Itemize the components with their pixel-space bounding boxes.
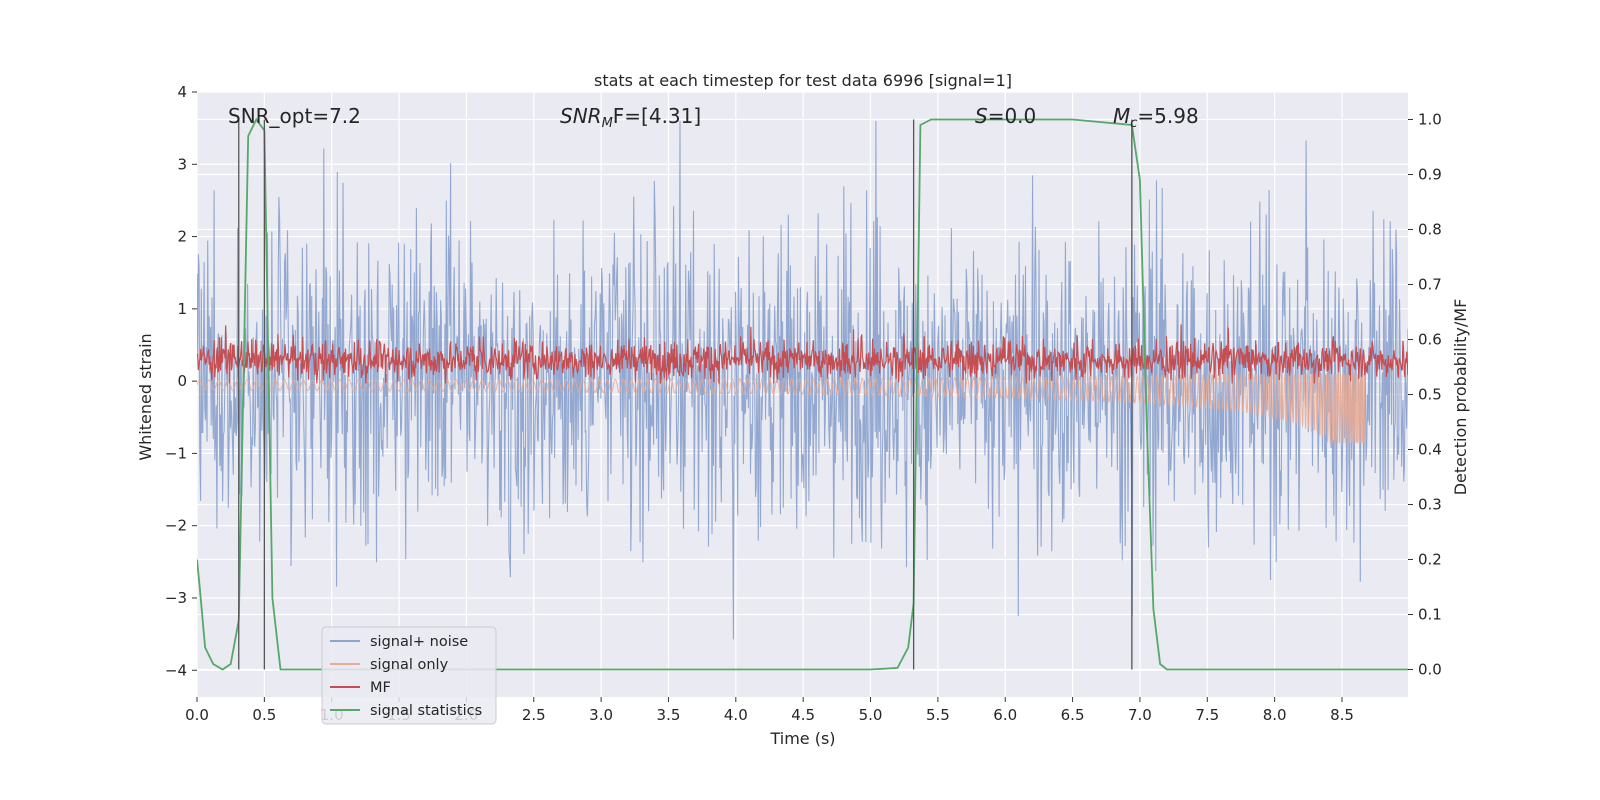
y-axis-label-right: Detection probability/MF (1451, 299, 1470, 496)
x-tick-label: 3.0 (589, 706, 613, 724)
x-tick-label: 8.0 (1263, 706, 1287, 724)
annotation-snr-mf-val: F=[4.31] (613, 104, 701, 128)
annotation-mc: Mc=5.98 (1113, 104, 1199, 131)
y-tick-label-left: 1 (177, 300, 187, 318)
y-tick-label-left: −1 (165, 444, 187, 462)
x-tick-label: 6.5 (1061, 706, 1085, 724)
y-tick-label-right: 0.6 (1418, 331, 1442, 349)
series-mf (197, 324, 1408, 384)
annotation-s: S=0.0 (975, 104, 1036, 128)
x-tick-label: 4.0 (724, 706, 748, 724)
x-tick-label: 0.5 (252, 706, 276, 724)
y-tick-label-right: 0.8 (1418, 221, 1442, 239)
vertical-marker-lines (238, 119, 1133, 670)
y-tick-label-left: 4 (177, 83, 187, 101)
annotation-snr-mf-sub: M (602, 116, 613, 131)
legend-label: signal statistics (370, 703, 482, 719)
x-tick-label: 5.0 (859, 706, 883, 724)
legend-label: MF (370, 680, 391, 696)
legend-label: signal only (370, 657, 449, 673)
x-tick-label: 0.0 (185, 706, 209, 724)
annotation-mc-sub: c (1130, 116, 1137, 131)
y-tick-label-left: 3 (177, 155, 187, 173)
annotation-s-val: =0.0 (988, 104, 1037, 128)
x-tick-label: 2.5 (522, 706, 546, 724)
series-layer (197, 117, 1408, 671)
chart-title: stats at each timestep for test data 699… (594, 71, 1012, 90)
y-tick-label-right: 0.0 (1418, 661, 1442, 679)
legend-label: signal+ noise (370, 634, 468, 650)
y-tick-label-right: 0.3 (1418, 496, 1442, 514)
y-tick-label-right: 0.9 (1418, 166, 1442, 184)
y-tick-label-right: 0.4 (1418, 441, 1442, 459)
y-tick-label-right: 0.5 (1418, 386, 1442, 404)
y-tick-label-right: 0.7 (1418, 276, 1442, 294)
annotation-mc-var: M (1113, 104, 1130, 128)
annotation-s-var: S (975, 104, 988, 128)
y-axis-label-left: Whitened strain (136, 333, 155, 460)
x-tick-label: 5.5 (926, 706, 950, 724)
annotation-snr-opt: SNR_opt=7.2 (228, 104, 361, 128)
y-tick-label-left: 0 (177, 372, 187, 390)
legend-frame (321, 626, 497, 725)
y-tick-label-right: 0.1 (1418, 606, 1442, 624)
axis-ticks: 0.00.51.01.52.02.53.03.54.04.55.05.56.06… (165, 83, 1442, 724)
annotation-mc-val: =5.98 (1137, 104, 1198, 128)
legend: signal+ noise signal only MF signal statist… (321, 626, 497, 725)
grid (196, 91, 1408, 697)
y-tick-label-right: 0.2 (1418, 551, 1442, 569)
x-axis-label: Time (s) (769, 729, 835, 748)
y-tick-label-left: 2 (177, 228, 187, 246)
series-signal-statistics (197, 117, 1408, 671)
y-tick-label-left: −4 (165, 661, 187, 679)
series-signal-plus-noise (197, 120, 1408, 640)
y-tick-label-left: −3 (165, 589, 187, 607)
x-tick-label: 4.5 (791, 706, 815, 724)
x-tick-label: 6.0 (993, 706, 1017, 724)
x-tick-label: 7.5 (1195, 706, 1219, 724)
series-signal-only (197, 371, 1366, 444)
x-tick-label: 7.0 (1128, 706, 1152, 724)
annotation-snr-mf: SNRMF=[4.31] (560, 104, 701, 131)
y-tick-label-right: 1.0 (1418, 111, 1442, 129)
y-tick-label-left: −2 (165, 517, 187, 535)
annotation-snr-mf-var: SNR (560, 104, 602, 128)
x-tick-label: 3.5 (657, 706, 681, 724)
x-tick-label: 8.5 (1330, 706, 1354, 724)
